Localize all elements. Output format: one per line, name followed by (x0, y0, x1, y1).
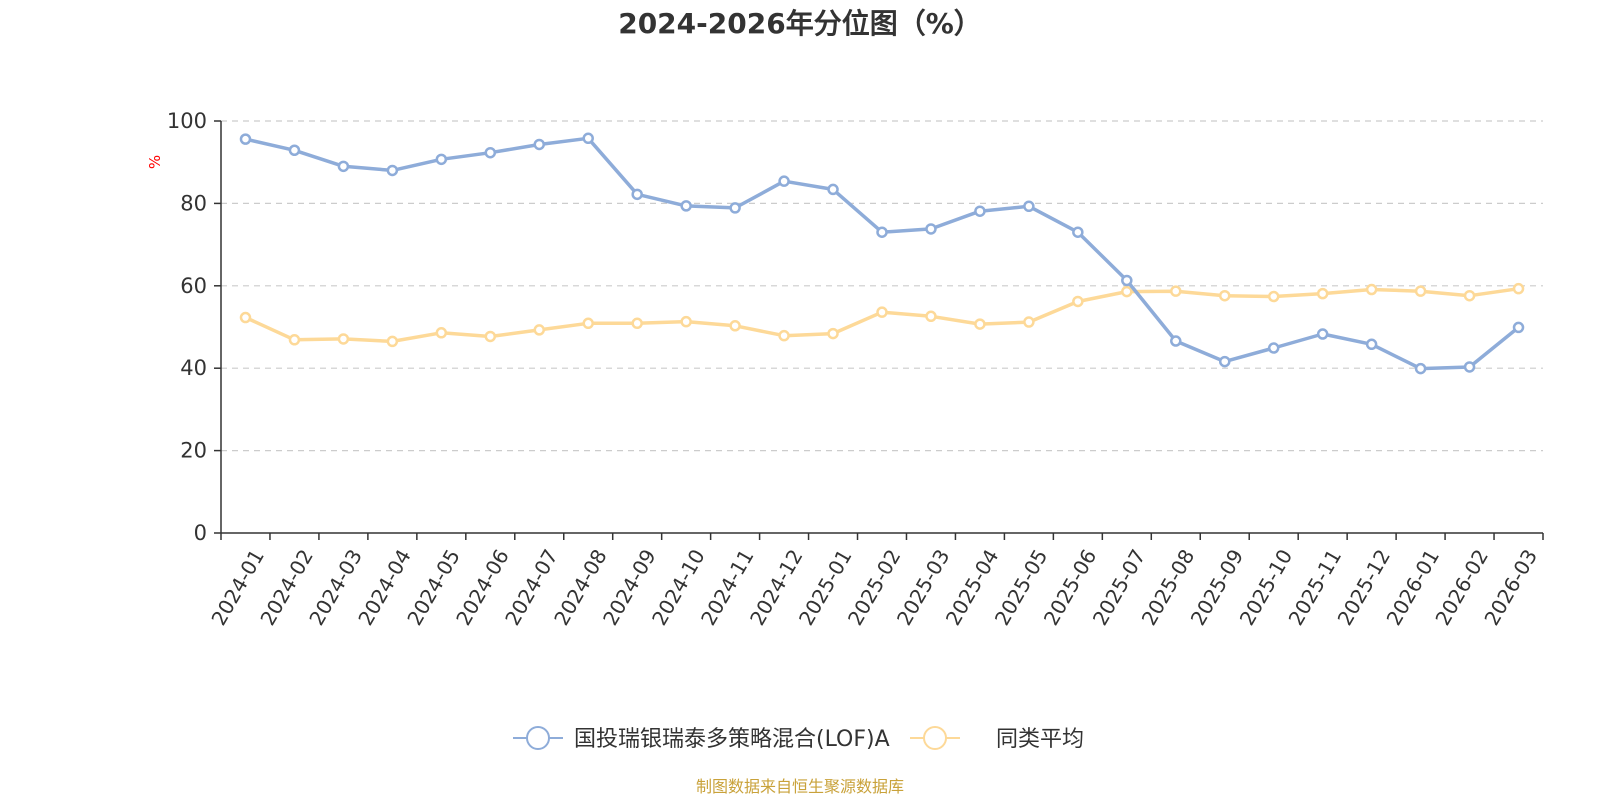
data-point[interactable] (631, 188, 643, 201)
data-point[interactable] (533, 324, 546, 336)
data-point[interactable] (974, 205, 986, 217)
data-point[interactable] (1414, 362, 1427, 375)
data-point[interactable] (1512, 282, 1525, 295)
data-point[interactable] (1365, 283, 1378, 296)
data-point[interactable] (876, 306, 888, 318)
data-point[interactable] (288, 334, 301, 346)
data-point[interactable] (778, 329, 790, 342)
data-point[interactable] (484, 330, 497, 343)
data-point[interactable] (729, 202, 741, 214)
data-point[interactable] (631, 317, 643, 330)
data-point[interactable] (1170, 335, 1182, 347)
data-point[interactable] (1267, 290, 1280, 303)
y-axis-unit-label: % (146, 155, 164, 169)
y-tick-label: 60 (180, 274, 207, 298)
data-point[interactable] (925, 223, 937, 235)
series-0 (239, 132, 1525, 375)
data-source-note: 制图数据来自恒生聚源数据库 (696, 777, 904, 796)
data-point[interactable] (1316, 328, 1329, 340)
data-point[interactable] (1316, 287, 1329, 300)
data-point[interactable] (337, 333, 350, 345)
data-point[interactable] (1463, 289, 1476, 302)
data-point[interactable] (1218, 289, 1231, 302)
data-point[interactable] (484, 146, 497, 159)
y-tick-label: 0 (194, 521, 207, 545)
data-point[interactable] (925, 310, 937, 323)
data-point[interactable] (827, 183, 839, 196)
data-point[interactable] (239, 311, 252, 324)
data-point[interactable] (778, 175, 790, 187)
data-point[interactable] (1218, 355, 1231, 368)
data-point[interactable] (827, 327, 839, 340)
legend-item-peer-average[interactable]: 同类平均 (910, 726, 1084, 752)
y-tick-label: 80 (180, 191, 207, 215)
data-point[interactable] (582, 132, 594, 145)
series-1 (239, 282, 1525, 348)
data-point[interactable] (1365, 338, 1378, 351)
data-point[interactable] (876, 226, 888, 238)
axes: 0204060801002024-012024-022024-032024-04… (167, 109, 1544, 629)
grid-lines (221, 120, 1543, 452)
data-point[interactable] (974, 318, 986, 330)
data-point[interactable] (1512, 321, 1525, 334)
data-point[interactable] (435, 327, 448, 339)
data-point[interactable] (1121, 274, 1133, 287)
data-point[interactable] (680, 315, 692, 328)
data-point[interactable] (729, 320, 741, 332)
legend-fund-circle-marker (526, 726, 550, 750)
legend-peer-circle-marker (923, 726, 947, 750)
data-point[interactable] (1414, 285, 1427, 297)
data-point[interactable] (1072, 295, 1084, 308)
chart-title: 2024-2026年分位图（%） (618, 7, 982, 40)
legend-label-fund: 国投瑞银瑞泰多策略混合(LOF)A (574, 727, 890, 752)
y-tick-label: 100 (167, 109, 207, 133)
data-point[interactable] (337, 160, 350, 173)
data-point[interactable] (288, 144, 301, 157)
data-point[interactable] (533, 138, 546, 151)
data-point[interactable] (239, 133, 252, 145)
data-point[interactable] (386, 164, 399, 177)
data-point[interactable] (680, 200, 692, 212)
data-point[interactable] (1023, 200, 1035, 213)
legend-label-peer-average: 同类平均 (996, 727, 1084, 752)
data-point[interactable] (1023, 316, 1035, 328)
data-point[interactable] (1170, 285, 1182, 297)
data-point[interactable] (582, 317, 594, 330)
y-tick-label: 20 (180, 439, 207, 463)
series (239, 132, 1525, 375)
data-point[interactable] (1267, 342, 1280, 354)
data-point[interactable] (1121, 285, 1133, 298)
data-point[interactable] (1072, 226, 1084, 238)
data-point[interactable] (386, 335, 399, 348)
data-point[interactable] (435, 153, 448, 166)
legend: 国投瑞银瑞泰多策略混合(LOF)A 同类平均 (513, 726, 1084, 752)
y-tick-label: 40 (180, 356, 207, 380)
data-point[interactable] (1463, 361, 1476, 373)
legend-item-fund[interactable]: 国投瑞银瑞泰多策略混合(LOF)A (513, 726, 890, 752)
